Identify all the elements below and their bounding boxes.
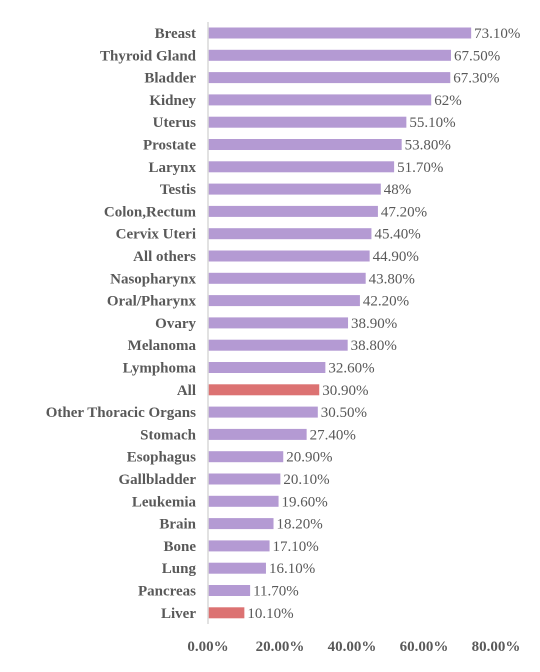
bar-bone [208, 540, 270, 552]
bar-gallbladder [208, 473, 281, 485]
x-tick-label: 60.00% [400, 639, 449, 655]
category-label-brain: Brain [159, 517, 196, 533]
category-label-cervix-uteri: Cervix Uteri [116, 227, 196, 243]
value-label-oral-pharynx: 42.20% [363, 294, 409, 310]
value-label-esophagus: 20.90% [286, 450, 332, 466]
category-label-testis: Testis [160, 182, 196, 198]
value-label-liver: 10.10% [247, 606, 293, 622]
value-label-gallbladder: 20.10% [283, 472, 329, 488]
category-label-lung: Lung [162, 561, 197, 577]
category-label-other-thoracic-organs: Other Thoracic Organs [46, 405, 196, 421]
category-label-all-others: All others [133, 249, 196, 265]
value-label-brain: 18.20% [277, 517, 323, 533]
category-label-all: All [177, 383, 196, 399]
category-label-larynx: Larynx [148, 160, 196, 176]
bar-liver [208, 607, 245, 619]
x-tick-label: 0.00% [187, 639, 228, 655]
x-tick-labels: 0.00% 20.00% 40.00% 60.00% 80.00% [187, 639, 520, 655]
bar-nasopharynx [208, 272, 366, 284]
value-label-bone: 17.10% [273, 539, 319, 555]
value-label-larynx: 51.70% [397, 160, 443, 176]
value-label-stomach: 27.40% [310, 427, 356, 443]
value-label-all: 30.90% [322, 383, 368, 399]
bar-oral-pharynx [208, 295, 360, 307]
x-tick-label: 40.00% [328, 639, 377, 655]
category-label-breast: Breast [155, 26, 196, 42]
category-labels: Breast Thyroid Gland Bladder Kidney Uterus Pr… [46, 26, 197, 622]
bar-brain [208, 518, 274, 530]
bar-breast [208, 27, 472, 39]
bar-stomach [208, 428, 307, 440]
category-label-prostate: Prostate [143, 138, 196, 154]
bar-cervix-uteri [208, 228, 372, 240]
category-label-uterus: Uterus [153, 115, 196, 131]
category-label-bone: Bone [163, 539, 196, 555]
bar-kidney [208, 94, 432, 106]
bar-all [208, 384, 320, 396]
bar-lymphoma [208, 362, 326, 373]
value-label-other-thoracic-organs: 30.50% [321, 405, 367, 421]
value-label-nasopharynx: 43.80% [369, 271, 415, 287]
bar-ovary [208, 317, 349, 329]
bar-other-thoracic-organs [208, 406, 318, 418]
category-label-bladder: Bladder [144, 71, 196, 87]
category-label-esophagus: Esophagus [127, 450, 196, 466]
value-label-prostate: 53.80% [405, 138, 451, 154]
bar-thyroid-gland [208, 49, 451, 61]
value-label-bladder: 67.30% [453, 71, 499, 87]
x-tick-label: 80.00% [472, 639, 521, 655]
category-label-stomach: Stomach [140, 427, 196, 443]
bar-lung [208, 562, 266, 574]
category-label-leukemia: Leukemia [132, 494, 197, 510]
bar-colon-rectum [208, 205, 378, 217]
bar-melanoma [208, 339, 348, 351]
value-label-breast: 73.10% [474, 26, 520, 42]
value-label-leukemia: 19.60% [282, 494, 328, 510]
category-label-colon-rectum: Colon,Rectum [104, 204, 197, 220]
category-label-lymphoma: Lymphoma [123, 361, 197, 377]
bar-all-others [208, 250, 370, 262]
value-label-kidney: 62% [434, 93, 462, 109]
bar-larynx [208, 161, 395, 173]
value-label-ovary: 38.90% [351, 316, 397, 332]
value-label-thyroid-gland: 67.50% [454, 48, 500, 64]
category-label-nasopharynx: Nasopharynx [110, 271, 196, 287]
category-label-ovary: Ovary [155, 316, 196, 332]
value-label-testis: 48% [384, 182, 412, 198]
value-label-lung: 16.10% [269, 561, 315, 577]
bar-testis [208, 183, 381, 195]
value-label-lymphoma: 32.60% [328, 361, 374, 377]
category-label-oral-pharynx: Oral/Pharynx [107, 294, 197, 310]
value-label-pancreas: 11.70% [253, 584, 299, 600]
category-label-liver: Liver [161, 606, 196, 622]
bar-esophagus [208, 451, 284, 463]
value-label-all-others: 44.90% [373, 249, 419, 265]
x-tick-label: 20.00% [256, 639, 305, 655]
bar-uterus [208, 116, 407, 128]
category-label-melanoma: Melanoma [128, 338, 197, 354]
value-label-melanoma: 38.80% [351, 338, 397, 354]
value-label-colon-rectum: 47.20% [381, 204, 427, 220]
value-label-uterus: 55.10% [409, 115, 455, 131]
bar-leukemia [208, 495, 279, 507]
value-label-cervix-uteri: 45.40% [374, 227, 420, 243]
bar-pancreas [208, 585, 251, 596]
bars-group [208, 27, 472, 619]
category-label-pancreas: Pancreas [138, 584, 196, 600]
category-label-gallbladder: Gallbladder [118, 472, 196, 488]
value-labels: 73.10% 67.50% 67.30% 62% 55.10% 53.80% 51.70% 4… [247, 26, 520, 622]
bar-prostate [208, 139, 402, 150]
category-label-thyroid-gland: Thyroid Gland [100, 48, 197, 64]
category-label-kidney: Kidney [149, 93, 196, 109]
bar-bladder [208, 72, 451, 84]
